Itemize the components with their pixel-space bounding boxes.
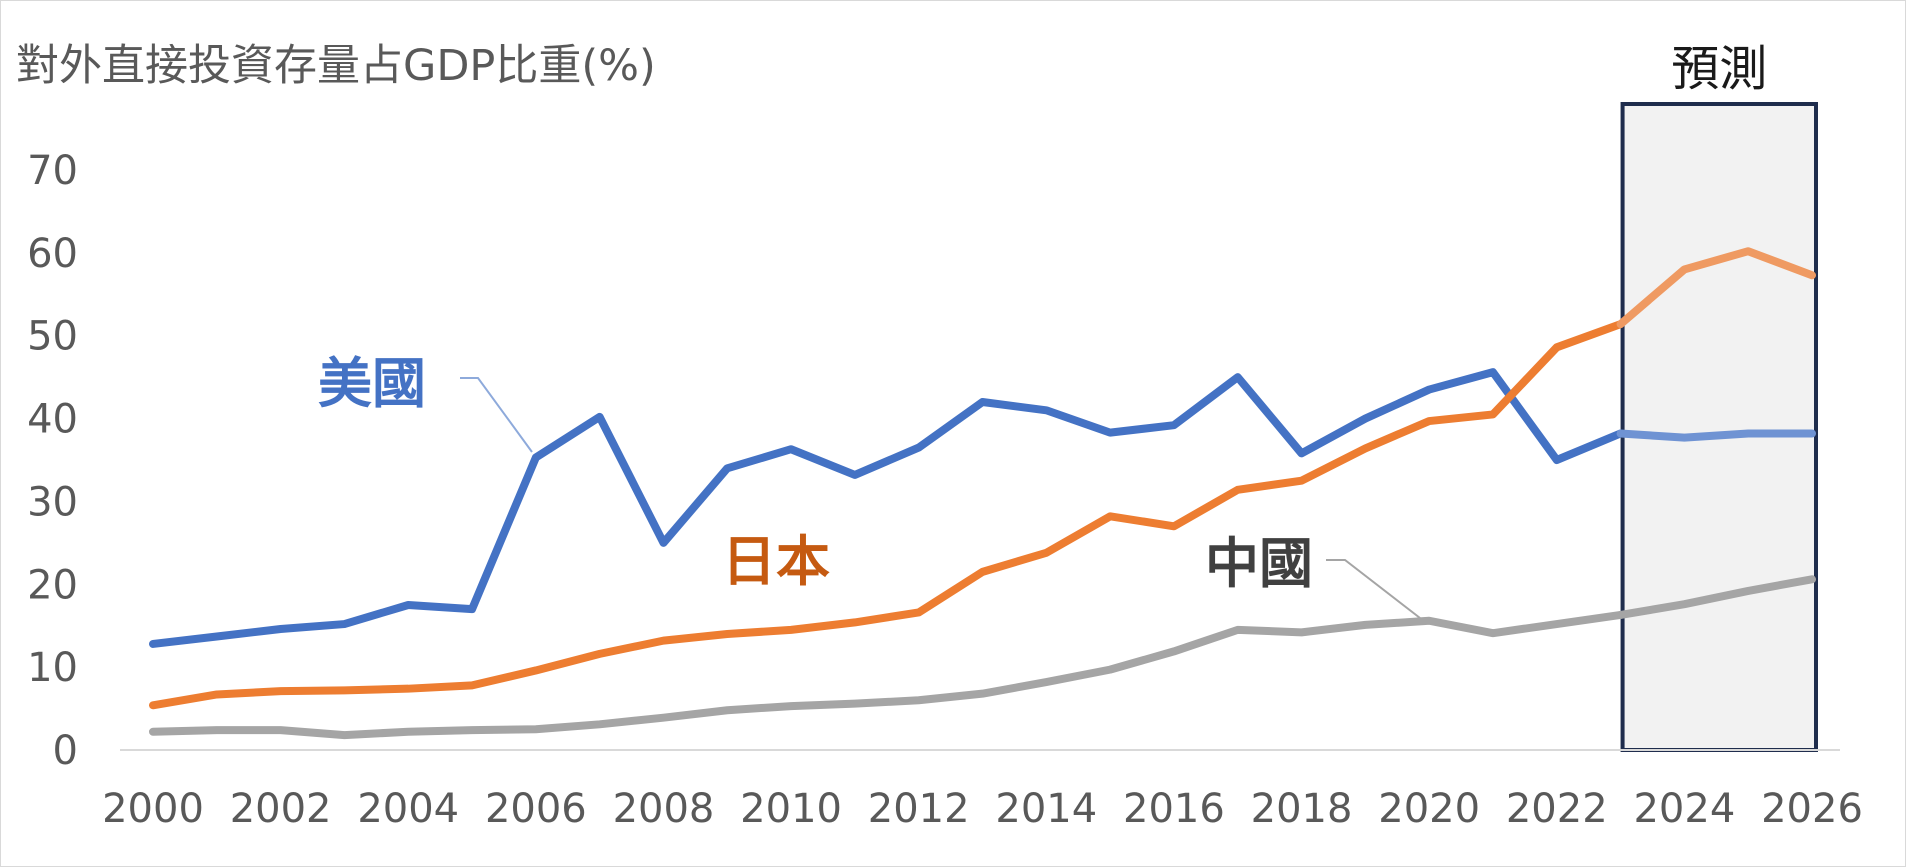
y-tick-label: 40 [27, 397, 78, 443]
series-label-leader-2 [1326, 559, 1421, 619]
x-tick-label: 2020 [1378, 786, 1480, 832]
x-tick-label: 2004 [357, 786, 459, 832]
x-tick-label: 2002 [230, 786, 332, 832]
series-line-0 [149, 368, 1625, 648]
series-line-2 [149, 610, 1625, 740]
x-tick-label: 2010 [740, 786, 842, 832]
series-label-0: 美國 [318, 352, 426, 415]
forecast-label: 預測 [1671, 41, 1767, 97]
x-tick-label: 2012 [868, 786, 970, 832]
x-tick-label: 2000 [102, 786, 204, 832]
series-label-leader-0 [460, 377, 533, 453]
x-axis-ticks: 2000 2002 2004 2006 2008 2010 2012 2014 2016 2018… [102, 786, 1863, 832]
y-tick-label: 70 [27, 148, 78, 194]
y-tick-label: 30 [27, 479, 78, 525]
x-tick-label: 2014 [995, 786, 1097, 832]
y-axis-ticks: 0 10 20 30 40 50 60 70 [27, 148, 78, 774]
x-tick-label: 2016 [1123, 786, 1225, 832]
series-label-1: 日本 [722, 530, 830, 593]
y-tick-label: 20 [27, 562, 78, 608]
y-tick-label: 60 [27, 231, 78, 277]
forecast-region [1620, 102, 1818, 752]
x-tick-label: 2006 [485, 786, 587, 832]
x-tick-label: 2024 [1633, 786, 1735, 832]
x-tick-label: 2022 [1506, 786, 1608, 832]
y-tick-label: 0 [53, 728, 78, 774]
series-label-2: 中國 [1205, 532, 1313, 595]
series-line-1 [149, 320, 1625, 710]
series-forecast-line-0 [1616, 429, 1816, 442]
series-lines [149, 247, 1816, 740]
x-tick-label: 2018 [1251, 786, 1353, 832]
x-tick-label: 2026 [1761, 786, 1863, 832]
chart-title: 對外直接投資存量占GDP比重(%) [16, 41, 656, 91]
series-forecast-line-1 [1616, 247, 1816, 329]
x-tick-label: 2008 [613, 786, 715, 832]
series-forecast-line-2 [1616, 575, 1816, 619]
y-tick-label: 10 [27, 645, 78, 691]
y-tick-label: 50 [27, 314, 78, 360]
